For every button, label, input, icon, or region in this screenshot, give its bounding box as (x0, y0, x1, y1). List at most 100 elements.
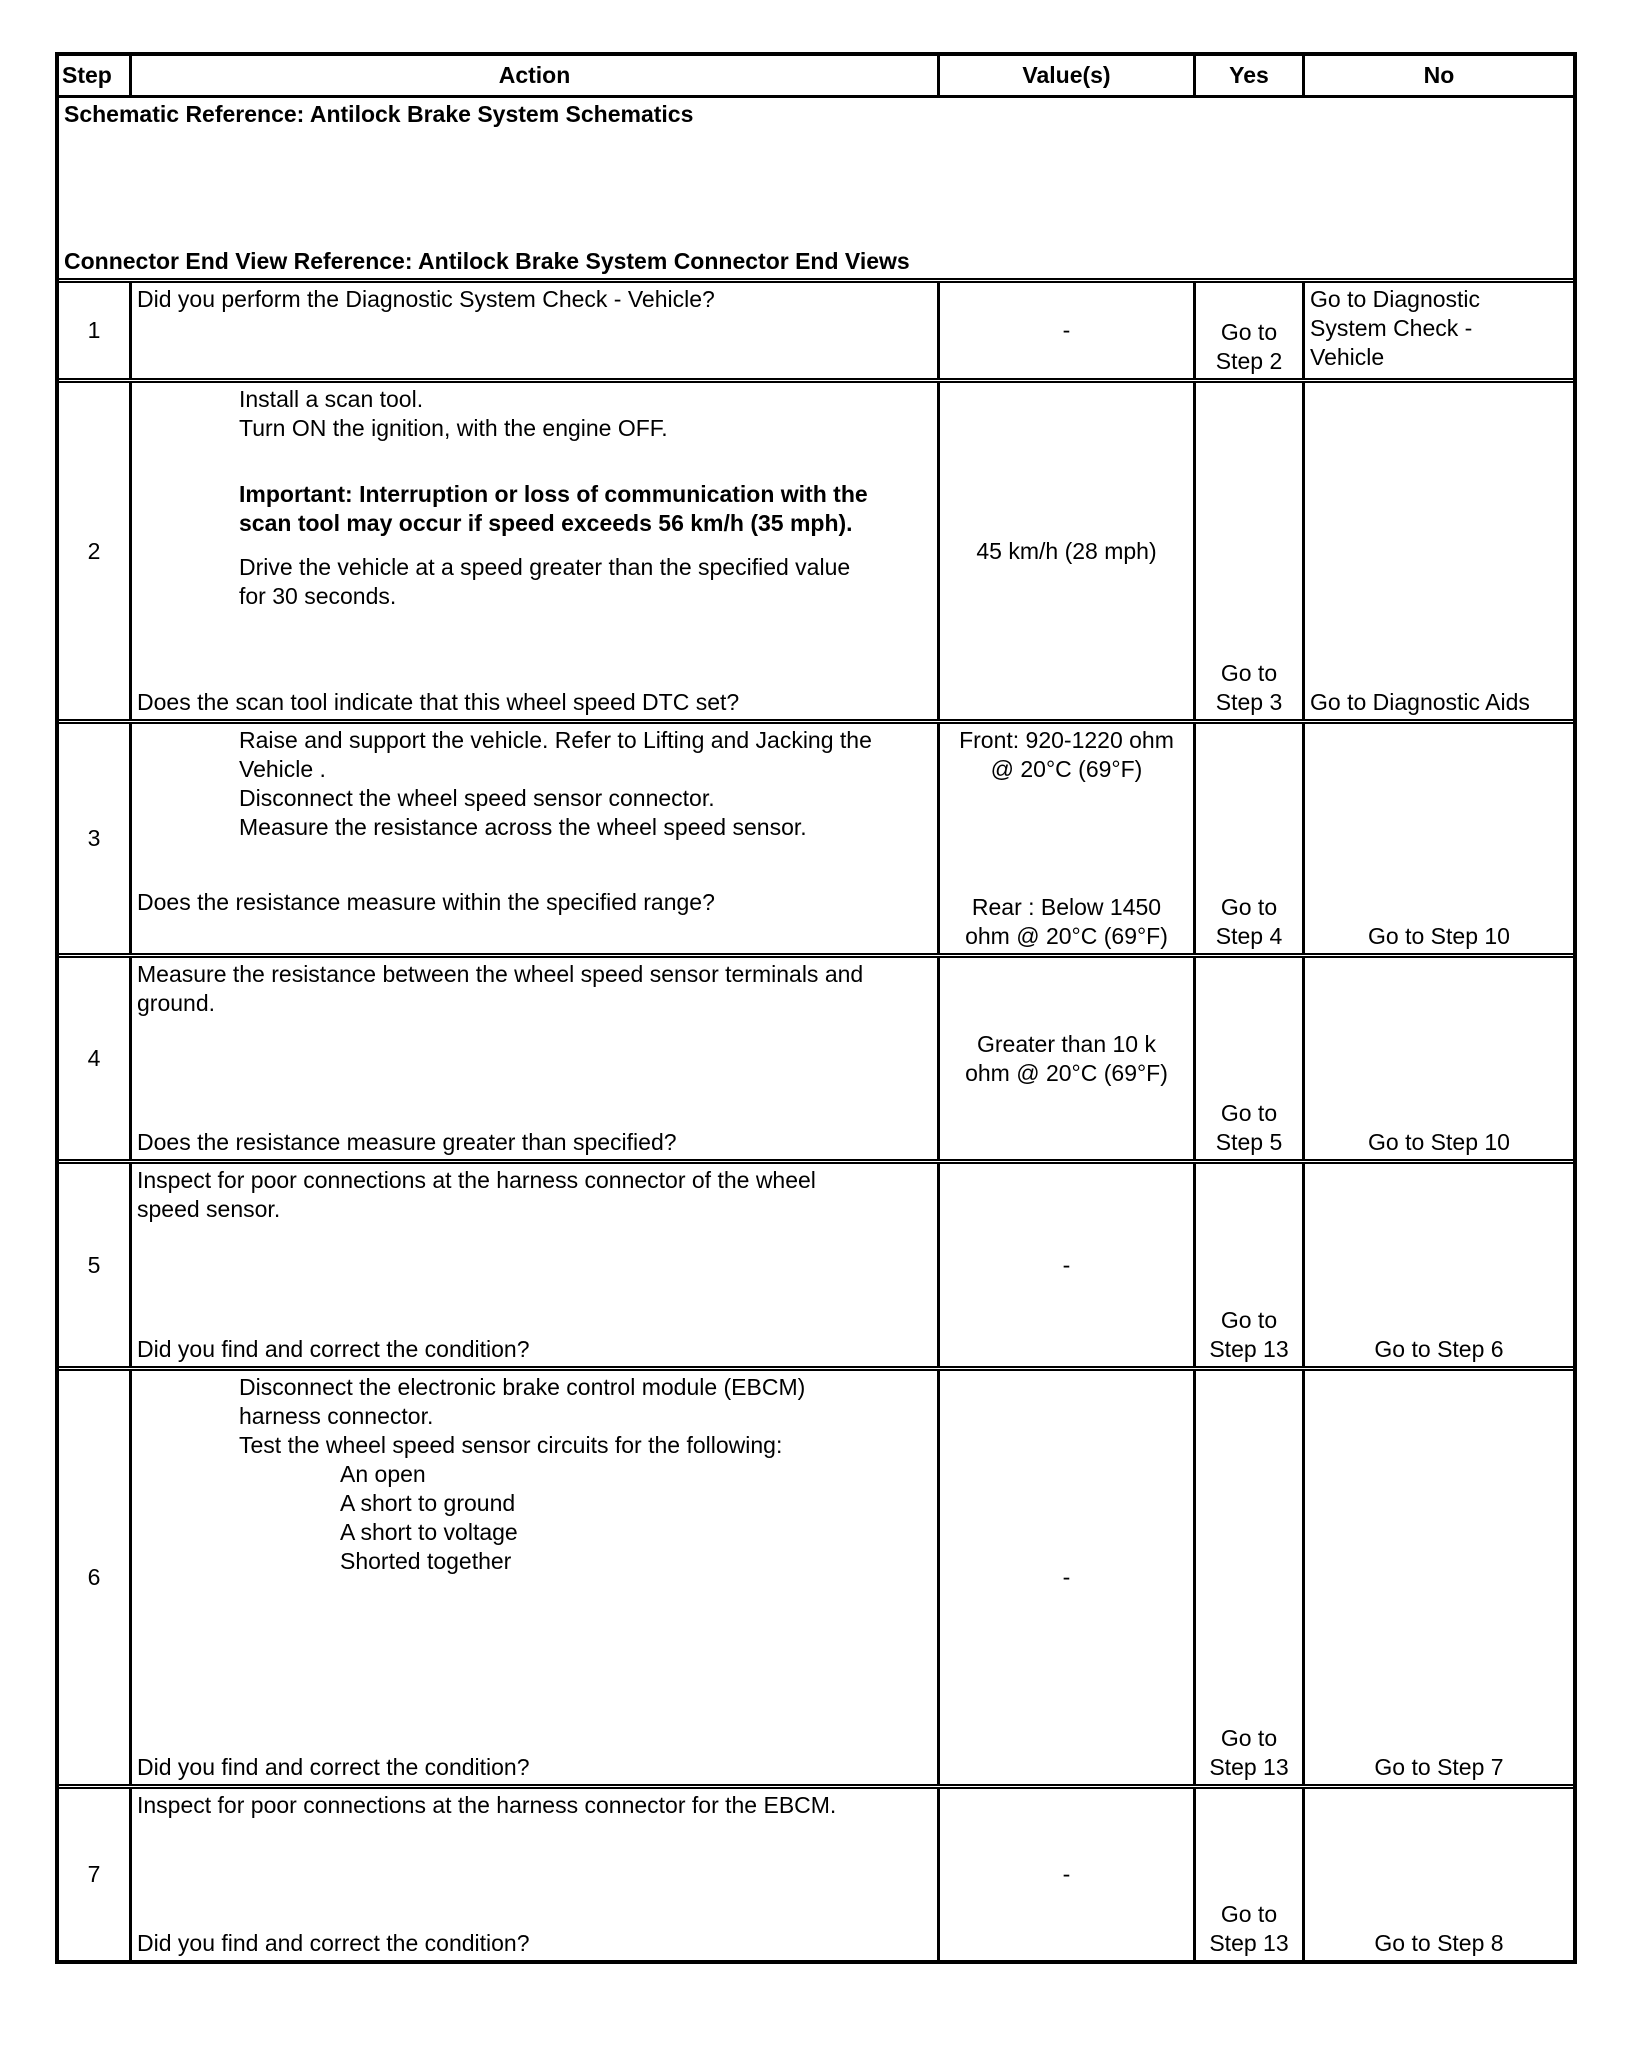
yes-cell: Go to Step 13 (1193, 1164, 1302, 1366)
front-value: Front: 920-1220 ohm (959, 727, 1174, 753)
table-row: 3 Raise and support the vehicle. Refer t… (59, 719, 1573, 953)
yes-cell: Go to Step 5 (1193, 958, 1302, 1159)
action-cell: Measure the resistance between the wheel… (129, 958, 937, 1159)
action-text: Inspect for poor connections at the harn… (137, 1167, 816, 1193)
yes-line: Step 3 (1215, 689, 1283, 715)
yes-line: Step 13 (1209, 1754, 1289, 1780)
table-row: 1 Did you perform the Diagnostic System … (59, 278, 1573, 378)
step-number: 3 (87, 825, 101, 851)
action-text: Inspect for poor connections at the harn… (137, 1792, 837, 1818)
no-cell: Go to Step 8 (1302, 1789, 1573, 1960)
yes-cell: Go to Step 2 (1193, 283, 1302, 378)
yes-line: Go to (1220, 1725, 1278, 1751)
value-text: - (937, 1371, 1193, 1784)
test-item: Shorted together (340, 1548, 512, 1574)
yes-cell: Go to Step 13 (1193, 1371, 1302, 1784)
action-text: Install a scan tool. (239, 386, 424, 412)
yes-line: Go to (1220, 1307, 1278, 1333)
step-number: 4 (87, 1045, 101, 1071)
value-line: ohm @ 20°C (69°F) (965, 1059, 1168, 1086)
question-text: Does the scan tool indicate that this wh… (137, 689, 740, 715)
action-cell: Install a scan tool. Turn ON the ignitio… (129, 383, 937, 719)
question-text: Did you find and correct the condition? (137, 1336, 530, 1362)
yes-line: Step 2 (1215, 348, 1283, 374)
yes-line: Step 4 (1215, 923, 1283, 949)
yes-line: Step 13 (1209, 1336, 1289, 1362)
yes-line: Go to (1220, 1100, 1278, 1126)
header-yes: Yes (1193, 56, 1302, 95)
no-line: Vehicle (1310, 344, 1385, 370)
step-number: 5 (87, 1251, 101, 1278)
action-text: Did you perform the Diagnostic System Ch… (137, 286, 715, 312)
table-row: 5 Inspect for poor connections at the ha… (59, 1159, 1573, 1366)
header-step: Step (62, 62, 112, 88)
action-text: Raise and support the vehicle. Refer to … (239, 727, 872, 753)
test-item: An open (340, 1461, 426, 1487)
yes-line: Go to (1220, 660, 1278, 686)
question-text: Did you find and correct the condition? (137, 1754, 530, 1780)
action-text: Vehicle . (239, 756, 326, 782)
no-line: Go to Step 7 (1374, 1754, 1504, 1780)
value-text: - (937, 1164, 1193, 1366)
action-text: Turn ON the ignition, with the engine OF… (239, 415, 668, 441)
header-row: Step Action Value(s) Yes No (59, 56, 1573, 98)
yes-cell: Go to Step 13 (1193, 1789, 1302, 1960)
step-number: 2 (87, 537, 101, 564)
action-text: Disconnect the electronic brake control … (239, 1374, 806, 1400)
action-text: Measure the resistance between the wheel… (137, 961, 864, 987)
no-line: Go to Diagnostic (1310, 286, 1481, 312)
step-number: 7 (87, 1861, 101, 1887)
no-line: Go to Step 10 (1368, 1129, 1510, 1155)
reference-section: Schematic Reference: Antilock Brake Syst… (59, 98, 1573, 278)
test-item: A short to ground (340, 1490, 516, 1516)
no-cell: Go to Step 7 (1302, 1371, 1573, 1784)
question-text: Does the resistance measure within the s… (137, 889, 715, 915)
important-note: scan tool may occur if speed exceeds 56 … (239, 510, 853, 536)
schematic-reference: Schematic Reference: Antilock Brake Syst… (64, 101, 694, 127)
yes-cell: Go to Step 4 (1193, 724, 1302, 953)
action-cell: Disconnect the electronic brake control … (129, 1371, 937, 1784)
value-line: Greater than 10 k (977, 1030, 1156, 1057)
header-no: No (1302, 56, 1573, 95)
yes-line: Go to (1220, 894, 1278, 920)
value-text: - (937, 283, 1193, 378)
no-cell: Go to Diagnostic System Check - Vehicle (1302, 283, 1573, 378)
table-row: 6 Disconnect the electronic brake contro… (59, 1366, 1573, 1784)
yes-line: Step 5 (1215, 1129, 1283, 1155)
table-row: 7 Inspect for poor connections at the ha… (59, 1784, 1573, 1960)
action-text: speed sensor. (137, 1196, 281, 1222)
rear-value: ohm @ 20°C (69°F) (965, 923, 1168, 949)
connector-reference: Connector End View Reference: Antilock B… (64, 248, 910, 274)
action-text: Test the wheel speed sensor circuits for… (239, 1432, 783, 1458)
no-cell: Go to Step 10 (1302, 958, 1573, 1159)
yes-line: Step 13 (1209, 1930, 1289, 1956)
header-values: Value(s) (937, 56, 1193, 95)
action-text: ground. (137, 990, 216, 1016)
yes-line: Go to (1220, 1901, 1278, 1927)
test-item: A short to voltage (340, 1519, 518, 1545)
rear-value: Rear : Below 1450 (971, 894, 1162, 920)
front-value: @ 20°C (69°F) (990, 756, 1143, 782)
no-line: System Check - (1310, 315, 1473, 341)
important-note: Important: Interruption or loss of commu… (239, 481, 868, 507)
question-text: Did you find and correct the condition? (137, 1930, 530, 1956)
yes-cell: Go to Step 3 (1193, 383, 1302, 719)
action-text: Drive the vehicle at a speed greater tha… (239, 554, 851, 580)
action-cell: Raise and support the vehicle. Refer to … (129, 724, 937, 953)
step-number: 6 (87, 1564, 101, 1590)
action-text: Disconnect the wheel speed sensor connec… (239, 785, 715, 811)
table-row: 2 Install a scan tool. Turn ON the ignit… (59, 378, 1573, 719)
header-action: Action (129, 56, 937, 95)
value-cell: Greater than 10 k ohm @ 20°C (69°F) (937, 958, 1193, 1159)
no-cell: Go to Step 6 (1302, 1164, 1573, 1366)
action-text: for 30 seconds. (239, 583, 397, 609)
question-text: Does the resistance measure greater than… (137, 1129, 677, 1155)
value-text: 45 km/h (28 mph) (937, 383, 1193, 719)
yes-line: Go to (1220, 319, 1278, 345)
no-cell: Go to Diagnostic Aids (1302, 383, 1573, 719)
no-cell: Go to Step 10 (1302, 724, 1573, 953)
action-text: harness connector. (239, 1403, 434, 1429)
action-cell: Inspect for poor connections at the harn… (129, 1164, 937, 1366)
step-number: 1 (87, 317, 101, 343)
table-row: 4 Measure the resistance between the whe… (59, 953, 1573, 1159)
